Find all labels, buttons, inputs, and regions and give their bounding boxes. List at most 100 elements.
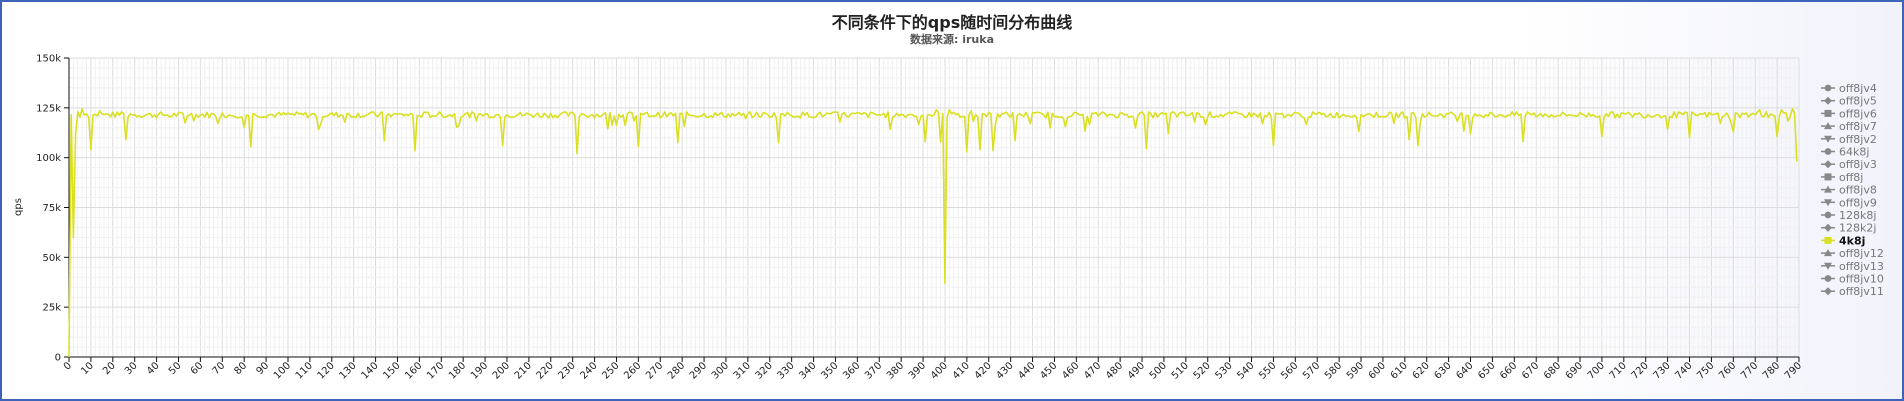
- x-tick-label: 700: [1586, 360, 1607, 381]
- series: [68, 108, 1798, 358]
- x-tick-label: 420: [973, 360, 994, 381]
- legend-label: off8jv13: [1839, 260, 1884, 273]
- x-tick-label: 10: [79, 360, 96, 377]
- x-tick-label: 240: [578, 360, 599, 381]
- x-tick-label: 180: [447, 360, 468, 381]
- legend-marker-icon: [1824, 135, 1832, 143]
- x-tick-label: 620: [1411, 360, 1432, 381]
- legend-label: off8jv12: [1839, 247, 1884, 260]
- x-tick-label: 390: [907, 360, 928, 381]
- x-tick-label: 30: [123, 360, 140, 377]
- x-tick-label: 590: [1345, 360, 1366, 381]
- legend-label: 4k8j: [1839, 234, 1865, 247]
- x-tick-label: 350: [819, 360, 840, 381]
- x-tick-label: 160: [403, 360, 424, 381]
- legend-item-off8jv11[interactable]: off8jv11: [1821, 285, 1884, 298]
- legend-item-off8jv7[interactable]: off8jv7: [1821, 120, 1877, 133]
- x-tick-label: 530: [1213, 360, 1234, 381]
- legend-marker-icon: [1824, 185, 1832, 193]
- chart-title: 不同条件下的qps随时间分布曲线: [831, 13, 1073, 32]
- legend-marker-icon: [1824, 122, 1832, 130]
- legend-item-4k8j[interactable]: 4k8j: [1821, 234, 1865, 247]
- legend-item-64k8j[interactable]: 64k8j: [1821, 146, 1869, 159]
- legend-item-off8jv13[interactable]: off8jv13: [1821, 260, 1884, 273]
- x-tick-label: 550: [1257, 360, 1278, 381]
- x-tick-label: 470: [1082, 360, 1103, 381]
- x-tick-label: 460: [1060, 360, 1081, 381]
- x-tick-label: 190: [469, 360, 490, 381]
- x-tick-label: 170: [425, 360, 446, 381]
- legend-item-off8jv3[interactable]: off8jv3: [1821, 158, 1877, 171]
- legend-marker-icon: [1824, 275, 1832, 282]
- x-tick-label: 690: [1564, 360, 1585, 381]
- legend-item-off8jv10[interactable]: off8jv10: [1821, 273, 1884, 286]
- x-tick-label: 290: [688, 360, 709, 381]
- x-tick-label: 100: [272, 360, 293, 381]
- x-tick-label: 750: [1695, 360, 1716, 381]
- x-axis-ticks: 0 10 20 30 40 50 60 70 80 90 100 110 120 130 140 150 160…: [62, 357, 1804, 382]
- x-tick-label: 430: [994, 360, 1015, 381]
- legend-label: off8jv3: [1839, 158, 1877, 171]
- x-tick-label: 790: [1783, 360, 1804, 381]
- legend-marker-icon: [1824, 148, 1832, 155]
- x-tick-label: 380: [885, 360, 906, 381]
- legend-label: 128k2j: [1839, 222, 1876, 235]
- x-tick-label: 500: [1148, 360, 1169, 381]
- x-tick-label: 770: [1739, 360, 1760, 381]
- x-tick-label: 710: [1608, 360, 1629, 381]
- x-tick-label: 370: [863, 360, 884, 381]
- legend-item-128k8j[interactable]: 128k8j: [1821, 209, 1876, 222]
- x-tick-label: 580: [1323, 360, 1344, 381]
- x-tick-label: 450: [1038, 360, 1059, 381]
- x-tick-label: 480: [1104, 360, 1125, 381]
- legend-marker-icon: [1824, 96, 1832, 105]
- x-tick-label: 250: [600, 360, 621, 381]
- legend-marker-icon: [1824, 211, 1832, 219]
- x-tick-label: 20: [101, 360, 118, 377]
- legend-item-off8jv9[interactable]: off8jv9: [1821, 196, 1877, 209]
- legend-marker-icon: [1824, 109, 1832, 117]
- y-tick-label: 100k: [36, 153, 61, 164]
- x-tick-label: 50: [167, 360, 184, 377]
- legend-marker-icon: [1824, 287, 1832, 296]
- legend-item-off8jv5[interactable]: off8jv5: [1821, 95, 1877, 108]
- legend-item-off8jv12[interactable]: off8jv12: [1821, 247, 1884, 260]
- legend-label: off8jv5: [1839, 95, 1877, 108]
- y-tick-label: 75k: [42, 203, 61, 214]
- legend-item-128k2j[interactable]: 128k2j: [1821, 222, 1876, 235]
- y-tick-label: 150k: [36, 54, 61, 65]
- x-tick-label: 610: [1389, 360, 1410, 381]
- x-tick-label: 210: [513, 360, 534, 381]
- legend-marker-icon: [1824, 249, 1832, 257]
- legend-item-off8jv8[interactable]: off8jv8: [1821, 184, 1877, 197]
- x-tick-label: 0: [62, 360, 74, 372]
- y-tick-label: 50k: [42, 253, 61, 264]
- legend-item-off8jv6[interactable]: off8jv6: [1821, 107, 1877, 120]
- x-tick-label: 650: [1476, 360, 1497, 381]
- x-tick-label: 130: [338, 360, 359, 381]
- x-tick-label: 740: [1673, 360, 1694, 381]
- legend-marker-icon: [1824, 262, 1832, 270]
- y-tick-label: 0: [55, 353, 61, 364]
- y-tick-label: 25k: [42, 303, 61, 314]
- legend[interactable]: off8jv4off8jv5off8jv6off8jv7off8jv264k8j…: [1821, 82, 1884, 298]
- legend-marker-icon: [1824, 199, 1832, 207]
- x-tick-label: 140: [359, 360, 380, 381]
- x-tick-label: 90: [254, 360, 271, 377]
- legend-label: off8jv9: [1839, 196, 1877, 209]
- legend-item-off8j[interactable]: off8j: [1821, 171, 1863, 184]
- legend-item-off8jv2[interactable]: off8jv2: [1821, 133, 1877, 146]
- x-tick-label: 60: [189, 360, 206, 377]
- x-tick-label: 630: [1432, 360, 1453, 381]
- x-tick-label: 570: [1301, 360, 1322, 381]
- legend-item-off8jv4[interactable]: off8jv4: [1821, 82, 1877, 95]
- x-tick-label: 150: [381, 360, 402, 381]
- legend-label: off8jv2: [1839, 133, 1877, 146]
- x-tick-label: 280: [666, 360, 687, 381]
- x-tick-label: 200: [491, 360, 512, 381]
- y-axis-label: qps: [13, 198, 24, 216]
- x-tick-label: 360: [841, 360, 862, 381]
- x-tick-label: 490: [1126, 360, 1147, 381]
